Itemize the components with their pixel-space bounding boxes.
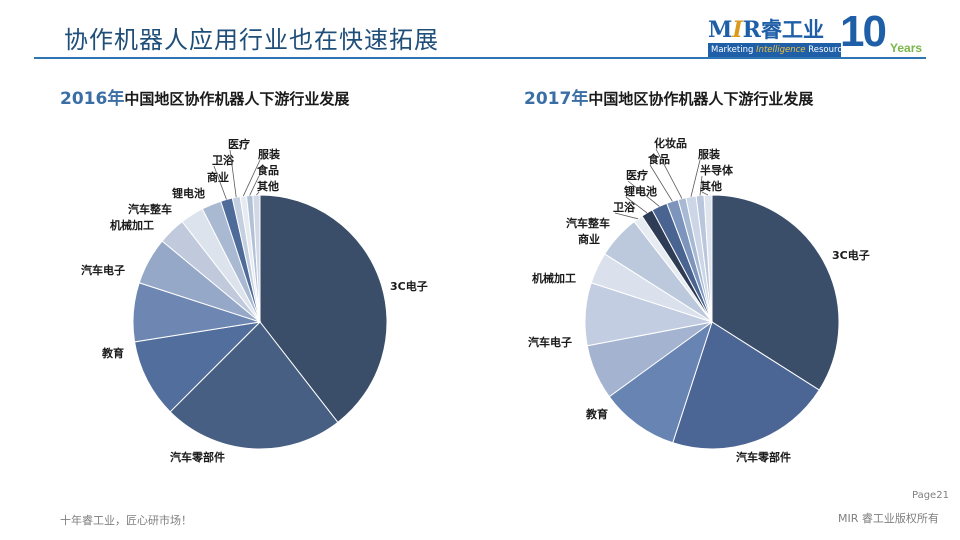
pie-label-汽车电子: 汽车电子	[81, 263, 125, 277]
logo-i: I	[732, 17, 743, 43]
pie-label-其他: 其他	[700, 179, 722, 193]
pie-label-医疗: 医疗	[626, 168, 648, 182]
pie-label-医疗: 医疗	[228, 137, 250, 151]
pie-slice-3C电子	[711, 194, 840, 391]
chart-2016-title: 2016年中国地区协作机器人下游行业发展	[60, 84, 349, 109]
pie-label-卫浴: 卫浴	[613, 200, 636, 214]
footer-copyright: MIR 睿工业版权所有	[838, 512, 939, 525]
logo-wordmark: MIR睿工业	[708, 14, 824, 44]
leader-line-半导体	[699, 175, 703, 196]
pie-label-机械加工: 机械加工	[110, 218, 154, 232]
pie-slice-其他	[703, 194, 713, 323]
leader-line-食品	[249, 175, 260, 196]
pie-slice-汽车零部件	[169, 321, 339, 450]
page-number: Page21	[912, 490, 949, 501]
leader-line-卫浴	[614, 212, 639, 220]
pie-slice-其他	[252, 194, 261, 323]
leader-line-医疗	[229, 149, 237, 198]
pie-label-3C电子: 3C电子	[832, 248, 870, 262]
pie-label-汽车整车: 汽车整车	[566, 216, 610, 230]
leader-line-其他	[701, 191, 709, 196]
pie-label-化妆品: 化妆品	[654, 136, 687, 150]
page-title: 协作机器人应用行业也在快速拓展	[64, 26, 439, 54]
pie-slice-汽车零部件	[672, 321, 820, 450]
logo-m: M	[708, 17, 733, 43]
chart-2016-year: 2016年	[60, 89, 125, 109]
leader-line-卫浴	[213, 165, 227, 200]
logo-ten: 10	[840, 7, 887, 56]
logo-r: R	[742, 17, 761, 43]
pie-label-锂电池: 锂电池	[172, 186, 205, 200]
leader-line-服装	[242, 159, 261, 197]
pie-label-半导体: 半导体	[700, 163, 734, 177]
pie-label-教育: 教育	[101, 346, 124, 360]
pie-label-卫浴: 卫浴	[212, 153, 235, 167]
leader-line-服装	[690, 159, 701, 197]
pie-2017: 3C电子汽车零部件教育汽车电子机械加工商业汽车整车卫浴锂电池医疗食品化妆品服装半…	[528, 136, 870, 464]
logo-tagline: Marketing Intelligence Resource	[708, 43, 841, 57]
pie-label-服装: 服装	[258, 147, 280, 161]
pie-label-食品: 食品	[648, 152, 670, 166]
leader-line-化妆品	[655, 148, 683, 199]
pie-label-其他: 其他	[257, 179, 279, 193]
logo-tag-b: Intelligence	[756, 45, 806, 55]
footer-slogan: 十年睿工业，匠心研市场！	[60, 514, 192, 527]
chart-2017-year: 2017年	[524, 89, 589, 109]
pie-label-教育: 教育	[585, 407, 608, 421]
pie-label-商业: 商业	[578, 232, 600, 246]
chart-2017-title: 2017年中国地区协作机器人下游行业发展	[524, 84, 813, 109]
logo-chinese: 睿工业	[760, 18, 824, 42]
leader-line-食品	[649, 164, 673, 202]
pie-label-汽车整车: 汽车整车	[128, 202, 172, 216]
pie-label-机械加工: 机械加工	[532, 271, 576, 285]
pie-slice-教育	[608, 320, 713, 444]
pie-label-食品: 食品	[257, 163, 279, 177]
pie-label-服装: 服装	[698, 147, 720, 161]
pie-label-汽车零部件: 汽车零部件	[170, 450, 225, 464]
leader-line-锂电池	[625, 196, 648, 214]
leader-line-其他	[256, 191, 260, 196]
chart-2017-title-text: 中国地区协作机器人下游行业发展	[588, 90, 814, 108]
pie-label-3C电子: 3C电子	[390, 279, 428, 293]
pie-2016: 3C电子汽车零部件教育汽车电子机械加工汽车整车锂电池商业卫浴医疗服装食品其他	[81, 137, 428, 464]
logo-years: Years	[890, 41, 923, 55]
mir-logo: MIR睿工业 Marketing Intelligence Resource 1…	[708, 8, 928, 58]
pie-slice-3C电子	[259, 194, 388, 424]
logo-tag-c: Resource	[808, 45, 841, 55]
pie-slice-教育	[133, 321, 262, 413]
pie-label-汽车零部件: 汽车零部件	[736, 450, 791, 464]
chart-2016-title-text: 中国地区协作机器人下游行业发展	[124, 90, 350, 108]
leader-line-医疗	[627, 180, 660, 207]
pie-label-汽车电子: 汽车电子	[528, 335, 572, 349]
header-divider	[34, 57, 926, 59]
logo-tag-a: Marketing	[711, 45, 757, 55]
